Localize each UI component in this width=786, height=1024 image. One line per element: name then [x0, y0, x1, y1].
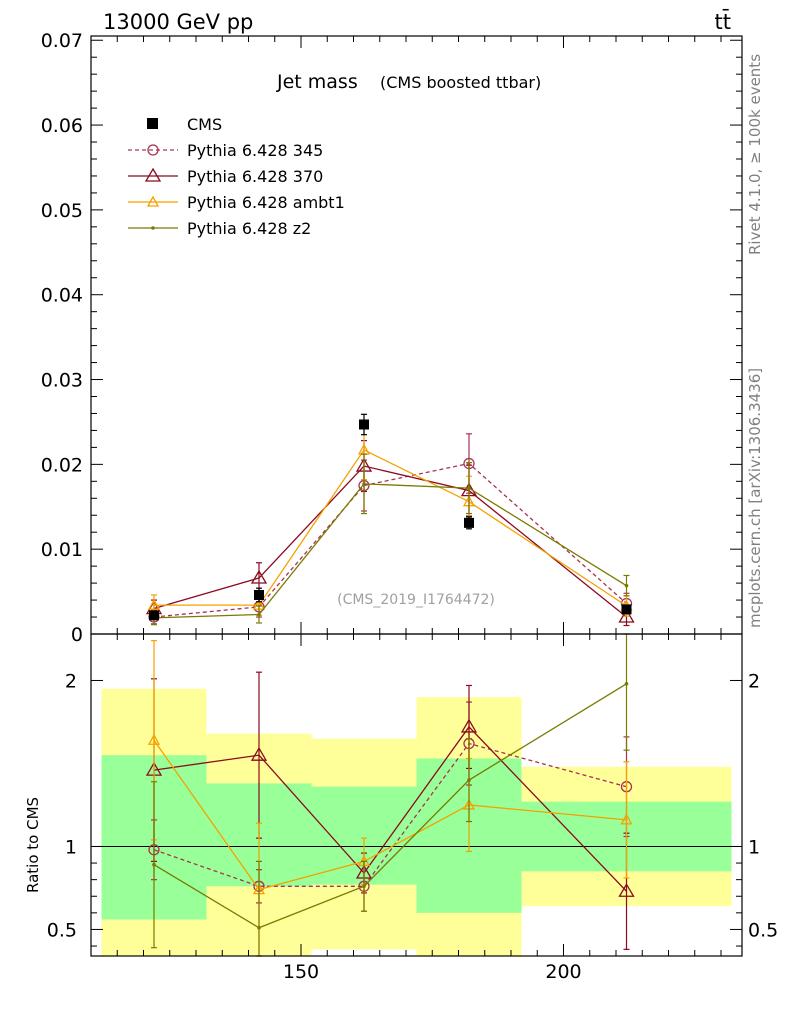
ratio-point-p370-1 — [250, 746, 268, 761]
point-ambt1-0 — [147, 598, 161, 610]
legend-z2-label: Pythia 6.428 z2 — [187, 219, 311, 238]
point-z2-4 — [624, 583, 629, 588]
ratio-xtick-label-1: 200 — [545, 961, 581, 983]
ratio-point-ambt1-4 — [620, 813, 633, 825]
legend-p370-marker — [144, 167, 162, 182]
point-cms-3 — [464, 517, 474, 528]
ratio-ytick-label-left-2: 2 — [65, 670, 77, 692]
main-ytick-label-5: 0.05 — [41, 200, 83, 222]
ratio-plot-marks — [145, 633, 635, 957]
series-line-ambt1 — [154, 449, 627, 607]
point-p370-4 — [618, 608, 635, 623]
ratio-ylabel: Ratio to CMS — [24, 797, 42, 893]
ratio-point-z2-0 — [152, 862, 156, 867]
point-cms-1 — [254, 589, 264, 600]
legend-ambt1-label: Pythia 6.428 ambt1 — [187, 193, 345, 212]
main-ytick-label-4: 0.04 — [41, 285, 83, 307]
main-plot-marks — [145, 413, 635, 627]
ratio-point-p370-4 — [618, 882, 635, 897]
ratio-ytick-label-right-0: 0.5 — [748, 919, 778, 941]
point-cms-0 — [149, 610, 159, 621]
legend: CMS Pythia 6.428 345 Pythia 6.428 370 Py… — [128, 115, 345, 238]
ratio-panel — [91, 688, 742, 956]
rivet-version-label: Rivet 4.1.0, ≥ 100k events — [746, 54, 764, 255]
ratio-ytick-label-right-2: 2 — [748, 670, 760, 692]
point-z2-2 — [362, 482, 366, 486]
legend-ambt1-marker — [146, 195, 160, 207]
beam-label: 13000 GeV pp — [103, 10, 253, 34]
ratio-point-ambt1-0 — [147, 733, 161, 745]
analysis-watermark: (CMS_2019_I1764472) — [337, 592, 495, 608]
point-cms-4 — [621, 604, 632, 615]
point-z2-1 — [257, 612, 261, 617]
chart-title: Jet mass — [276, 71, 358, 93]
legend-p345-marker — [147, 144, 159, 156]
ratio-point-z2-2 — [362, 884, 366, 889]
legend-cms-marker — [147, 118, 158, 129]
point-p370-1 — [250, 569, 268, 584]
legend-cms-label: CMS — [187, 115, 222, 134]
series-line-p345 — [153, 462, 627, 618]
axes-frames: 0 0.01 0.02 0.03 0.04 0.05 0.06 0.07 150 200 0.5 0.… — [41, 30, 779, 983]
chart-subtitle: (CMS boosted ttbar) — [380, 73, 541, 92]
main-ytick-label-2: 0.02 — [41, 454, 83, 476]
legend-p370-label: Pythia 6.428 370 — [187, 167, 323, 186]
process-label: tt̄ — [715, 9, 731, 34]
ratio-point-z2-3 — [467, 778, 471, 782]
ratio-ytick-label-left-1: 1 — [65, 836, 77, 858]
main-ytick-label-3: 0.03 — [41, 370, 83, 392]
ratio-xtick-label-0: 150 — [283, 961, 319, 983]
main-ytick-label-6: 0.06 — [41, 115, 83, 137]
source-label: mcplots.cern.ch [arXiv:1306.3436] — [746, 368, 764, 628]
legend-z2-marker — [151, 226, 155, 230]
ratio-ytick-label-right-1: 1 — [748, 836, 760, 858]
main-ytick-label-7: 0.07 — [41, 30, 83, 52]
point-z2-3 — [467, 486, 471, 490]
ratio-point-p370-3 — [460, 718, 478, 733]
ratio-frame — [90, 633, 743, 957]
ratio-point-z2-4 — [624, 681, 629, 686]
main-ytick-label-0: 0 — [71, 624, 83, 646]
main-ytick-label-1: 0.01 — [41, 539, 83, 561]
point-cms-2 — [359, 419, 369, 430]
legend-p345-label: Pythia 6.428 345 — [187, 141, 323, 160]
ratio-point-z2-1 — [257, 925, 261, 930]
ratio-ytick-label-left-0: 0.5 — [47, 919, 77, 941]
